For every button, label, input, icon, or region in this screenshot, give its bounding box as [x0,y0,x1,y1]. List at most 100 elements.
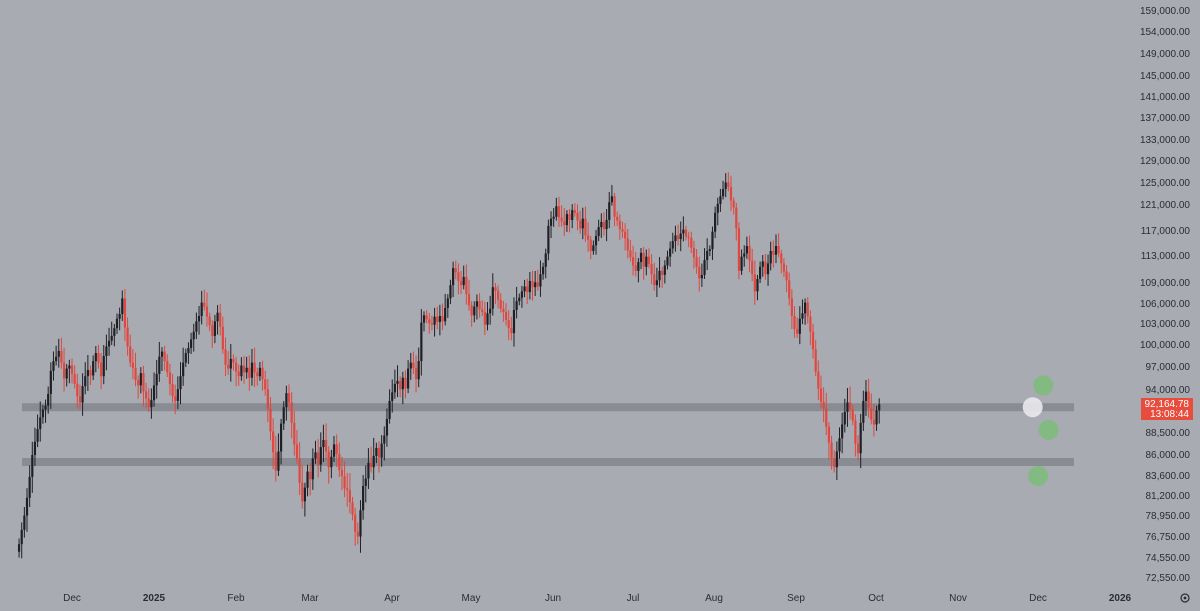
candle-body [356,531,359,537]
candle-body [36,429,39,442]
candle-body [195,321,198,332]
candle-body [708,249,711,251]
candle-body [729,186,733,201]
candle-body [359,510,362,537]
candle-body [68,365,71,369]
candle-body [126,327,129,347]
candle-body [841,424,844,439]
candle-body [404,377,407,389]
candle-body [375,447,378,456]
candle-body [39,417,42,430]
candle-body [796,328,799,334]
candle-body [285,393,288,408]
gear-icon[interactable] [1180,593,1190,603]
candle-body [727,182,730,187]
candle-body [20,529,23,545]
price-tick-label: 113,000.00 [1141,251,1191,262]
time-axis[interactable]: Dec 2025 Feb Mar Apr May Jun Jul Aug Sep Oct Nov Dec… [63,593,1131,604]
candle-body [303,487,306,502]
candle-body [100,362,103,377]
candle-body [163,351,166,362]
candle-body [94,353,97,362]
candle-body [711,231,714,250]
candle-body [804,302,807,314]
candle-body [653,274,656,286]
candle-body [721,189,725,197]
candle-body [115,318,119,329]
candle-body [274,452,277,471]
candle-body [348,490,351,503]
candle-body [301,482,304,502]
candle-body [354,514,357,532]
candle-body [409,362,412,369]
candle-body [113,328,116,336]
price-tick-label: 103,000.00 [1140,319,1190,330]
candle-body [563,221,566,226]
candle-body [47,393,50,406]
candle-body [605,219,608,230]
candle-body [626,238,629,251]
candle-body [555,206,558,217]
candle-body [76,383,79,397]
candle-body [661,270,664,275]
candle-body [547,225,550,254]
candle-body [872,419,876,425]
candle-body [205,306,209,317]
candle-body [846,402,849,412]
candle-body [499,299,502,309]
time-tick-label: Sep [787,593,805,604]
time-tick-label: 2026 [1109,593,1132,604]
candle-body [459,280,463,286]
candle-body [338,454,341,470]
candle-body [306,471,309,488]
candle-body [25,497,29,516]
price-tick-label: 78,950.00 [1146,511,1191,522]
candle-body [666,256,669,266]
candle-body [182,362,185,377]
candle-body [766,263,770,275]
candle-body [414,367,418,380]
green-marker [1028,466,1048,486]
candle-body [780,253,783,264]
candle-body [362,486,365,511]
candle-body [719,196,722,204]
price-tick-label: 133,000.00 [1140,135,1190,146]
candle-body [610,196,614,203]
candle-body [171,383,174,397]
candle-body [197,316,201,322]
candle-body [774,246,778,255]
candle-body [806,302,809,317]
candle-body [240,365,243,377]
candle-body [97,353,100,363]
candle-body [515,301,518,310]
candle-body [856,443,860,454]
support-zone [22,458,1074,466]
price-axis[interactable]: 159,000.00 154,000.00 149,000.00 145,000.00… [1140,6,1190,584]
time-tick-label: Jun [545,593,561,604]
candle-body [814,349,817,372]
candle-body [433,316,436,325]
candle-body [864,391,868,401]
price-tick-label: 109,000.00 [1140,278,1190,289]
price-tick-label: 86,000.00 [1146,450,1191,461]
candle-body [279,423,283,452]
time-tick-label: May [462,593,481,604]
candle-body [31,455,34,477]
candle-body [417,361,420,380]
candle-body [753,274,756,292]
candle-body [227,364,230,369]
candle-body [422,315,426,323]
candle-body [41,409,44,418]
candle-body [748,246,751,261]
candle-body [811,331,815,350]
candle-body [581,218,584,229]
candle-body [449,285,452,299]
candle-body [436,316,439,322]
candle-body [176,389,179,401]
candle-body [579,220,582,229]
candle-body [552,216,555,219]
candle-body [854,420,857,444]
candle-body [107,340,111,347]
